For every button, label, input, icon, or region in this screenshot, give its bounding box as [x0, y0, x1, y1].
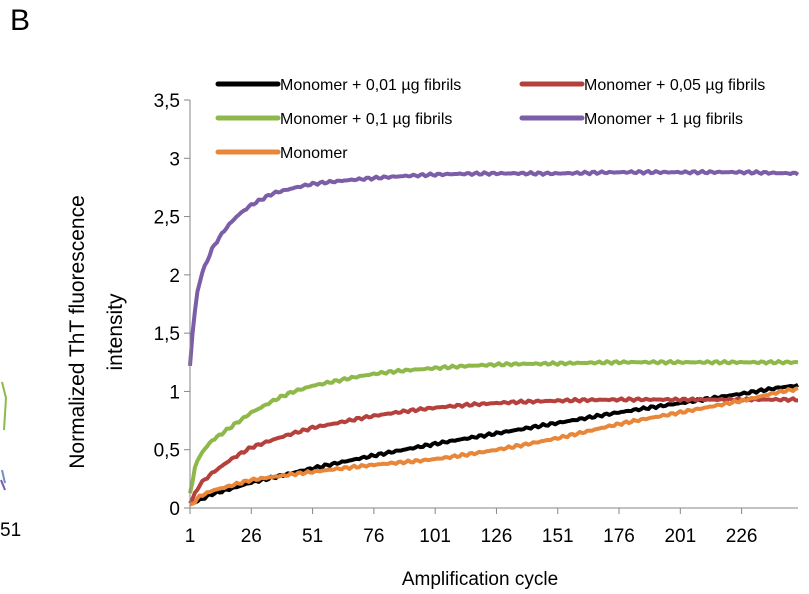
x-tick-label: 151 [542, 526, 574, 547]
y-tick-label: 0,5 [154, 441, 180, 462]
left-panel-line-blue [1, 469, 6, 484]
x-tick-label: 101 [419, 526, 451, 547]
y-tick-label: 3 [169, 149, 180, 170]
y-axis-title-line-1: Normalized ThT fluorescence [66, 195, 89, 469]
x-tick-label: 51 [302, 526, 323, 547]
y-tick-label: 0 [169, 499, 180, 520]
y-axis-title-line-2: intensity [104, 293, 127, 371]
x-tick-label: 226 [726, 526, 758, 547]
y-tick-label: 2,5 [154, 208, 180, 229]
legend-label-monomer-005ug: Monomer + 0,05 µg fibrils [584, 77, 765, 94]
x-tick-label: 126 [481, 526, 513, 547]
x-tick-label: 1 [185, 526, 196, 547]
y-tick-label: 3,5 [154, 91, 180, 112]
legend-label-monomer-001ug: Monomer + 0,01 µg fibrils [280, 77, 461, 94]
x-tick-label: 26 [241, 526, 262, 547]
legend: Monomer + 0,01 µg fibrils Monomer + 0,05 … [215, 77, 765, 162]
series-line-monomer-005ug [188, 396, 798, 505]
left-panel-line-purple [0, 479, 6, 491]
left-panel-fragment [0, 381, 8, 491]
legend-label-monomer: Monomer [280, 145, 348, 162]
plot-lines [188, 168, 800, 507]
series-line-monomer-01ug [188, 359, 799, 494]
y-tick-label: 2 [169, 266, 180, 287]
left-panel-tick-label: 51 [0, 520, 22, 541]
legend-label-monomer-1ug: Monomer + 1 µg fibrils [584, 111, 743, 128]
x-tick-label: 76 [363, 526, 384, 547]
x-tick-label: 201 [664, 526, 696, 547]
x-ticks: 1 26 51 76 101 126 151 176 201 226 [185, 508, 758, 547]
y-ticks: 0 0,5 1 1,5 2 2,5 3 3,5 [154, 91, 190, 520]
series-line-monomer [189, 386, 799, 507]
panel-label: B [10, 4, 31, 37]
legend-label-monomer-01ug: Monomer + 0,1 µg fibrils [280, 111, 452, 128]
y-tick-label: 1 [169, 382, 180, 403]
series-line-monomer-1ug [188, 168, 800, 367]
y-tick-label: 1,5 [154, 324, 180, 345]
left-panel-line-green [1, 381, 8, 431]
x-tick-label: 176 [603, 526, 635, 547]
x-axis-title: Amplification cycle [402, 569, 558, 590]
